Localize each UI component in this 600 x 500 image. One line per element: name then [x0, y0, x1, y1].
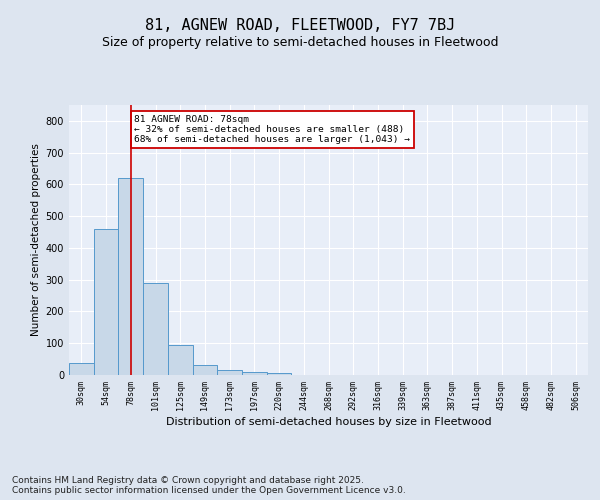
Bar: [118, 178, 143, 375]
Bar: [94, 229, 118, 375]
Bar: [217, 370, 242, 375]
Text: Contains HM Land Registry data © Crown copyright and database right 2025.
Contai: Contains HM Land Registry data © Crown c…: [12, 476, 406, 495]
X-axis label: Distribution of semi-detached houses by size in Fleetwood: Distribution of semi-detached houses by …: [166, 417, 491, 427]
Bar: [267, 374, 292, 375]
Bar: [168, 346, 193, 375]
Bar: [242, 372, 267, 375]
Text: Size of property relative to semi-detached houses in Fleetwood: Size of property relative to semi-detach…: [102, 36, 498, 49]
Y-axis label: Number of semi-detached properties: Number of semi-detached properties: [31, 144, 41, 336]
Bar: [143, 283, 168, 375]
Bar: [69, 363, 94, 375]
Text: 81 AGNEW ROAD: 78sqm
← 32% of semi-detached houses are smaller (488)
68% of semi: 81 AGNEW ROAD: 78sqm ← 32% of semi-detac…: [134, 114, 410, 144]
Bar: [193, 364, 217, 375]
Text: 81, AGNEW ROAD, FLEETWOOD, FY7 7BJ: 81, AGNEW ROAD, FLEETWOOD, FY7 7BJ: [145, 18, 455, 32]
